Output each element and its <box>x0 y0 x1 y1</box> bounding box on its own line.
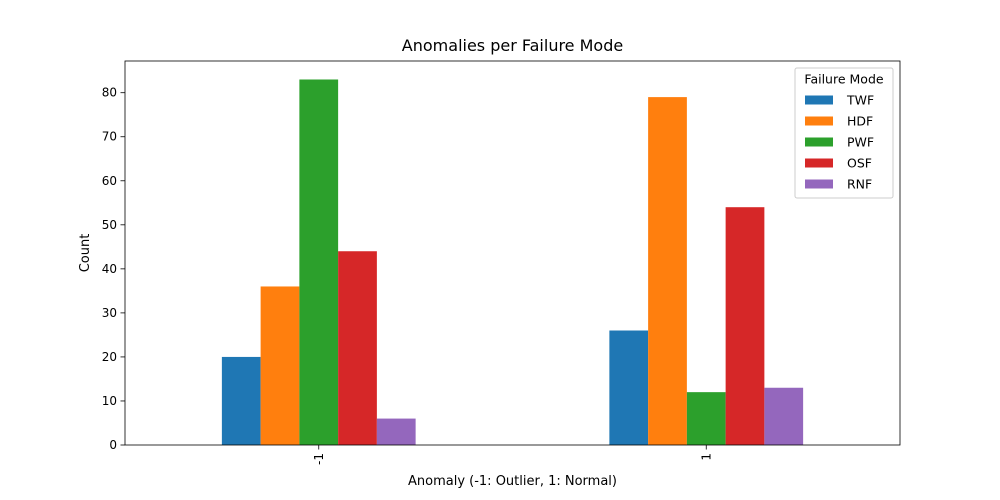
y-tick-label: 10 <box>102 394 117 408</box>
legend-label-osf: OSF <box>847 156 872 171</box>
plot-frame <box>124 60 901 446</box>
bar-hdf-outlier <box>260 286 300 445</box>
y-tick-label: 70 <box>102 130 117 144</box>
bar-osf-outlier <box>338 251 377 445</box>
bar-rnf-outlier <box>376 418 416 445</box>
y-tick-label: 30 <box>102 306 117 320</box>
x-tick-label: -1 <box>312 453 326 465</box>
bar-hdf-normal <box>648 97 687 445</box>
legend-label-hdf: HDF <box>847 114 873 129</box>
legend-swatch-hdf <box>805 116 833 126</box>
bar-osf-normal <box>725 207 765 445</box>
y-axis-label: Count <box>78 234 93 273</box>
legend-label-twf: TWF <box>846 93 874 108</box>
legend-swatch-pwf <box>805 137 833 147</box>
bar-pwf-outlier <box>299 79 339 445</box>
plot-area <box>124 60 901 446</box>
y-tick-label: 40 <box>102 262 117 276</box>
legend-box <box>794 67 894 199</box>
legend-swatch-rnf <box>805 179 833 189</box>
y-tick-label: 60 <box>102 174 117 188</box>
legend-swatch-osf <box>805 158 833 168</box>
x-axis: -1 1 <box>312 445 713 465</box>
legend-title: Failure Mode <box>804 72 883 87</box>
y-tick-label: 50 <box>102 218 117 232</box>
bar-twf-outlier <box>221 356 261 445</box>
x-tick-label: 1 <box>699 453 713 461</box>
legend-label-pwf: PWF <box>847 135 874 150</box>
y-axis: 0 10 20 30 40 50 60 70 80 <box>102 86 125 452</box>
x-axis-label: Anomaly (-1: Outlier, 1: Normal) <box>408 474 617 489</box>
legend: Failure Mode TWF HDF PWF OSF RNF <box>794 67 894 199</box>
bar-twf-normal <box>609 330 649 445</box>
bar-rnf-normal <box>764 387 804 445</box>
legend-label-rnf: RNF <box>847 177 872 192</box>
y-tick-label: 0 <box>109 438 117 452</box>
bar-pwf-normal <box>686 392 726 445</box>
y-tick-label: 80 <box>102 86 117 100</box>
legend-swatch-twf <box>805 95 833 105</box>
y-tick-label: 20 <box>102 350 117 364</box>
chart-title: Anomalies per Failure Mode <box>402 36 623 55</box>
